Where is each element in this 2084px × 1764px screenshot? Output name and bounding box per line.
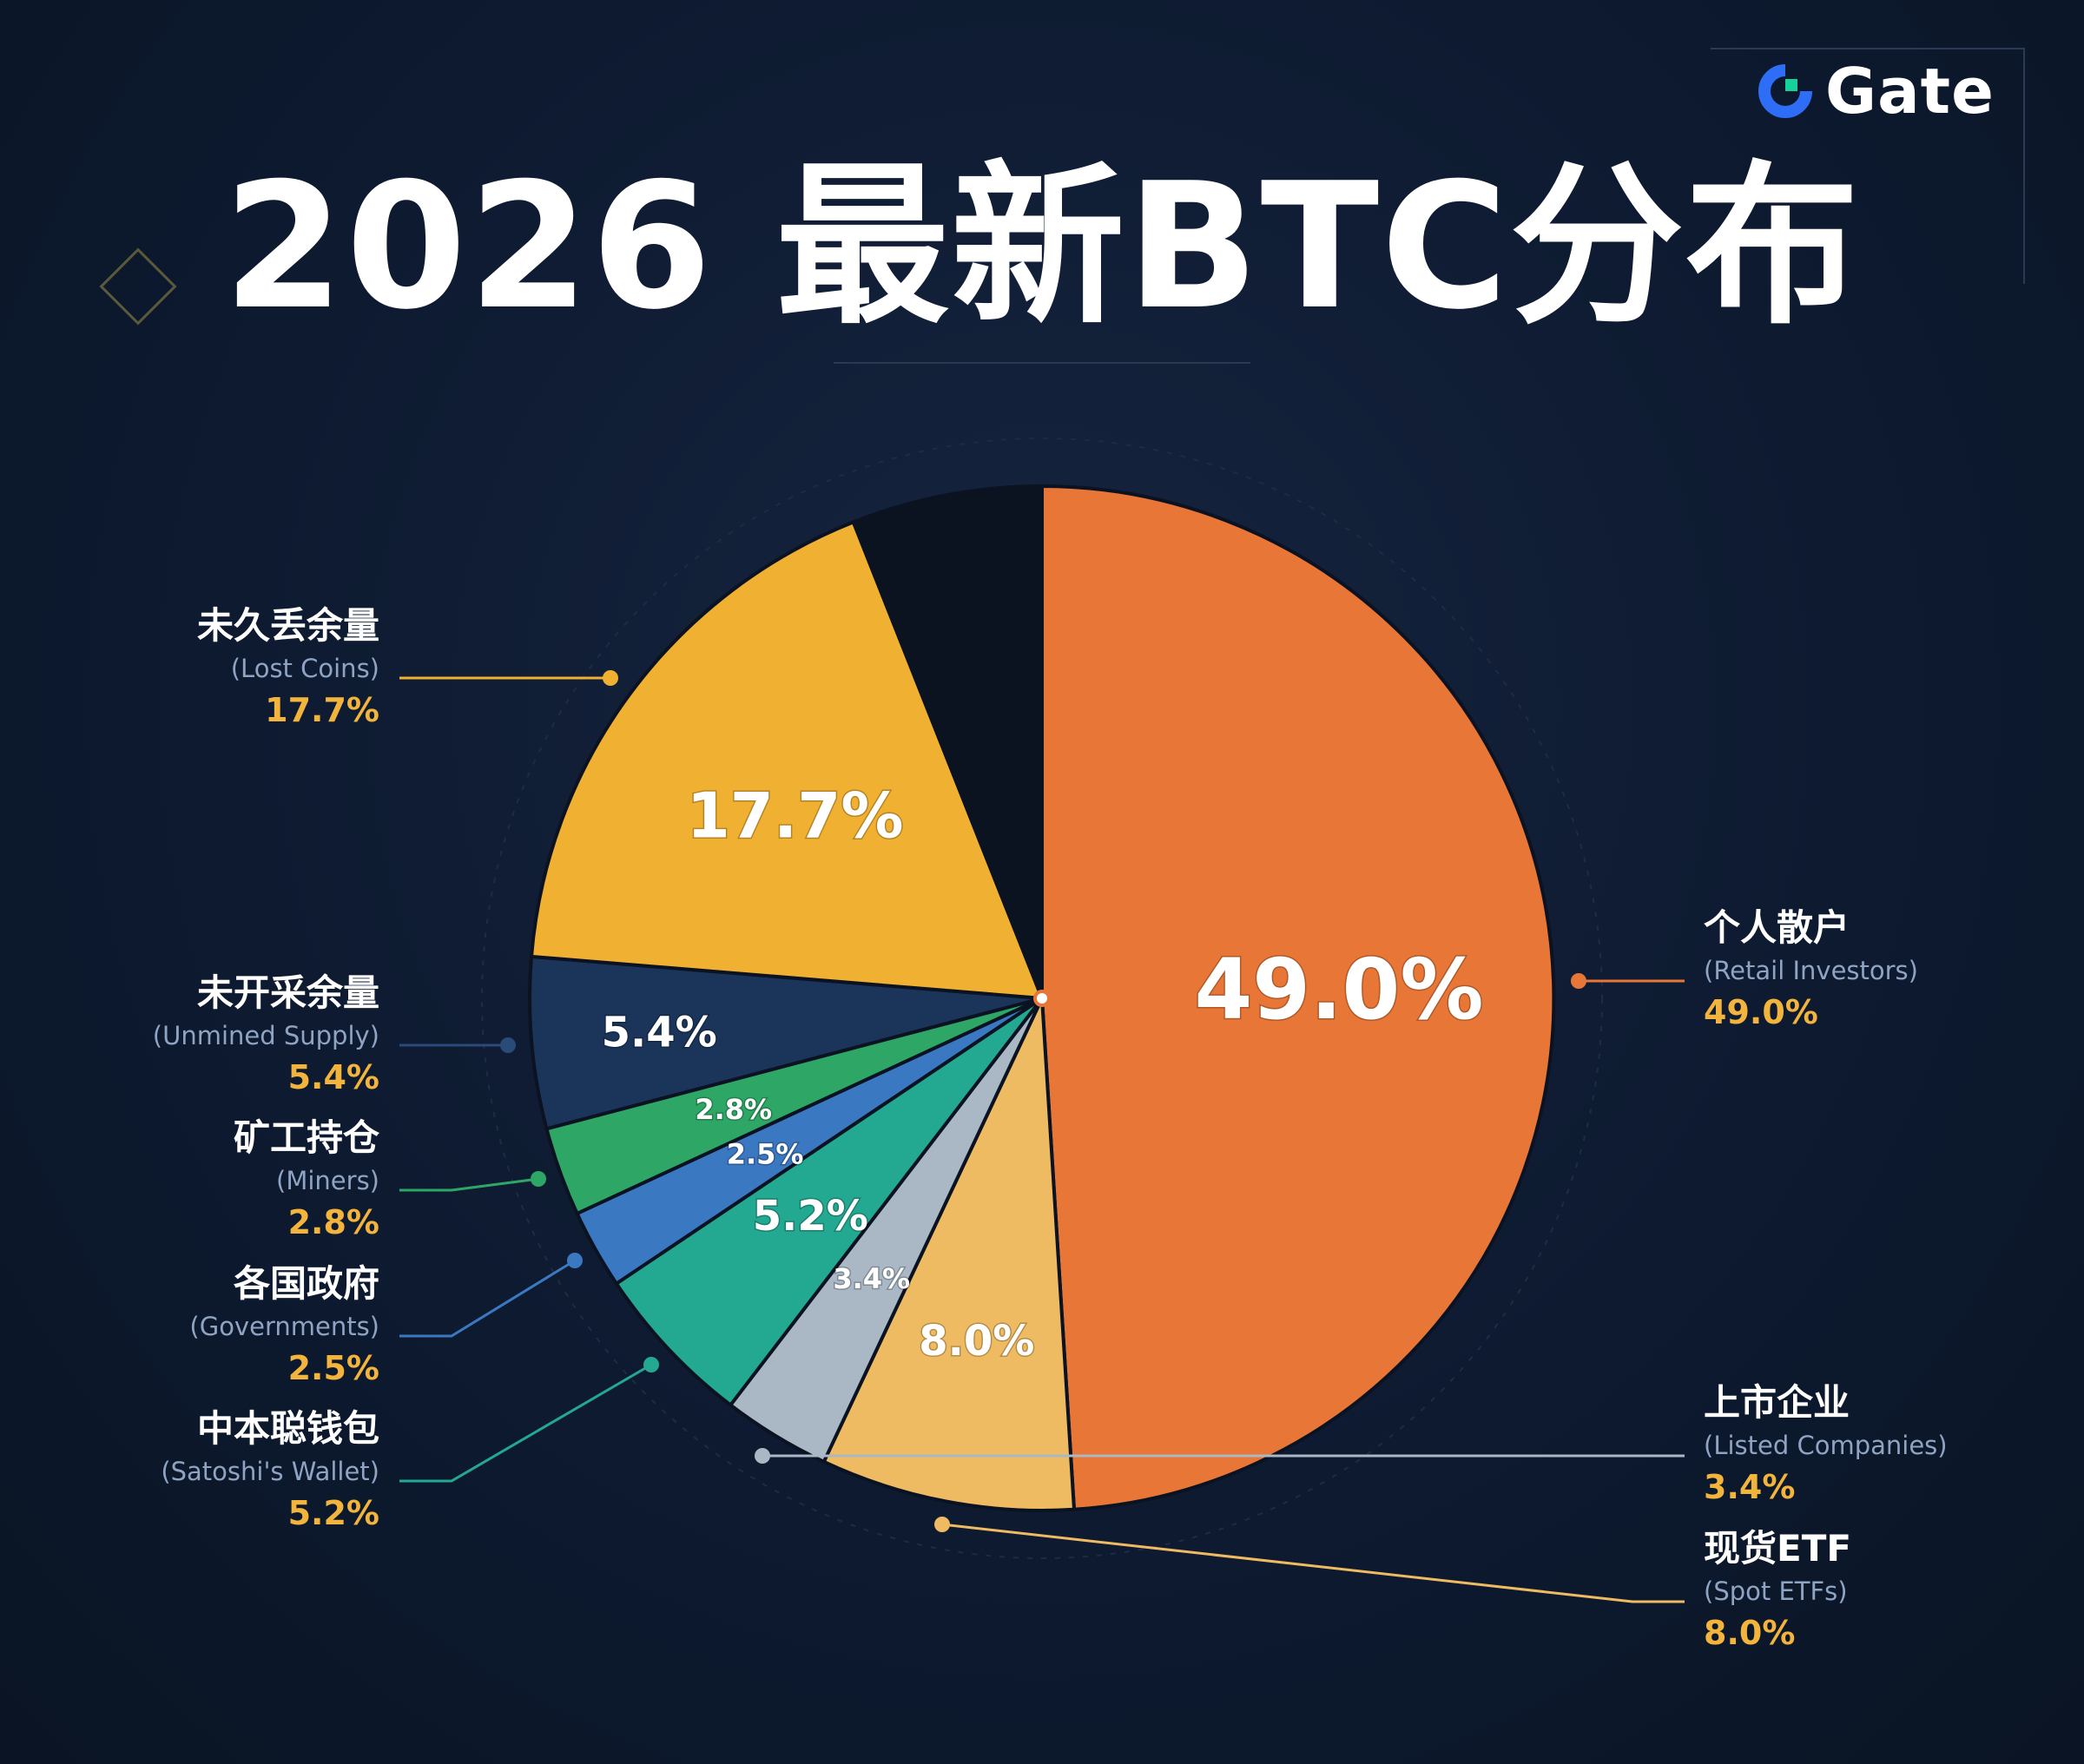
slice-label-retail: 49.0% [1194, 941, 1483, 1038]
pie-center-dot [1033, 990, 1051, 1007]
legend-item-unmined: 未开采余量 (Unmined Supply) 5.4% [153, 971, 379, 1099]
legend-item-miners: 矿工持仓 (Miners) 2.8% [234, 1116, 379, 1244]
legend-name-cn: 上市企业 [1704, 1381, 1850, 1424]
gate-logo-icon [1758, 64, 1812, 118]
legend-name-cn: 现货ETF [1704, 1527, 1852, 1570]
legend-name-cn: 未开采余量 [196, 971, 379, 1014]
gate-logo-text: Gate [1825, 55, 1995, 128]
legend-percent: 2.8% [287, 1203, 379, 1241]
legend-name-en: (Governments) [189, 1312, 379, 1341]
decor-diamond-icon [99, 247, 177, 326]
legend-name-cn: 个人散户 [1704, 906, 1850, 949]
leader-dot-etf [934, 1517, 950, 1532]
leader-line-miners [399, 1177, 539, 1192]
pie-slice-satoshi [614, 997, 1044, 1408]
slice-label-governments: 2.5% [727, 1137, 804, 1170]
page-title: 2026 最新BTC分布 [223, 146, 1861, 348]
leader-dot-miners [531, 1171, 546, 1187]
legend-name-en: (Lost Coins) [230, 654, 379, 683]
slice-label-unmined: 5.4% [602, 1009, 717, 1057]
leader-dot-retail [1571, 973, 1586, 989]
pie-slice-retail [1040, 484, 1556, 1511]
legend-name-en: (Satoshi's Wallet) [161, 1457, 379, 1486]
legend-percent: 2.5% [287, 1349, 379, 1387]
pie-slice-etf [821, 997, 1077, 1512]
legend-name-cn: 矿工持仓 [233, 1116, 379, 1159]
corner-frame [1711, 48, 2025, 284]
slice-label-etf: 8.0% [919, 1317, 1034, 1366]
legend-item-satoshi: 中本聪钱包 (Satoshi's Wallet) 5.2% [161, 1406, 379, 1535]
pie-slice-other [851, 484, 1044, 999]
leader-dot-listed [755, 1448, 770, 1464]
leader-dot-unmined [500, 1037, 516, 1053]
legend-percent: 8.0% [1704, 1614, 1796, 1652]
slice-label-miners: 2.8% [695, 1093, 772, 1126]
legend-percent: 3.4% [1704, 1468, 1796, 1506]
leader-dot-satoshi [643, 1357, 659, 1372]
legend-item-retail: 个人散户 (Retail Investors) 49.0% [1704, 905, 1918, 1034]
legend-name-en: (Unmined Supply) [152, 1021, 379, 1050]
legend-name-en: (Listed Companies) [1704, 1431, 1948, 1460]
legend-name-cn: 中本聪钱包 [196, 1407, 379, 1450]
legend-percent: 5.2% [287, 1494, 379, 1532]
slice-label-satoshi: 5.2% [753, 1192, 868, 1241]
leader-dot-lost [603, 670, 618, 686]
legend-name-cn: 各国政府 [233, 1262, 379, 1305]
legend-item-lost: 未久丢余量 (Lost Coins) 17.7% [197, 603, 379, 732]
legend-name-cn: 未久丢余量 [196, 604, 379, 647]
chart-halo-ring [481, 438, 1603, 1559]
slice-label-listed: 3.4% [833, 1262, 910, 1295]
legend-name-en: (Retail Investors) [1704, 956, 1918, 985]
legend-name-en: (Spot ETFs) [1704, 1576, 1848, 1606]
legend-name-en: (Miners) [276, 1166, 379, 1195]
pie-slice-lost [529, 519, 1045, 1001]
leader-line-satoshi [399, 1363, 652, 1483]
pie-slice-unmined [528, 954, 1043, 1131]
slice-label-lost: 17.7% [687, 779, 904, 852]
leader-dot-governments [567, 1253, 583, 1268]
legend-item-governments: 各国政府 (Governments) 2.5% [189, 1261, 379, 1390]
legend-item-etf: 现货ETF (Spot ETFs) 8.0% [1704, 1526, 1851, 1655]
gate-logo: Gate [1754, 55, 1995, 128]
leader-line-etf [941, 1523, 1685, 1603]
legend-percent: 5.4% [287, 1058, 379, 1096]
legend-percent: 49.0% [1704, 993, 1818, 1031]
legend-percent: 17.7% [265, 691, 379, 729]
leader-line-governments [399, 1259, 576, 1338]
legend-item-listed: 上市企业 (Listed Companies) 3.4% [1704, 1380, 1948, 1509]
